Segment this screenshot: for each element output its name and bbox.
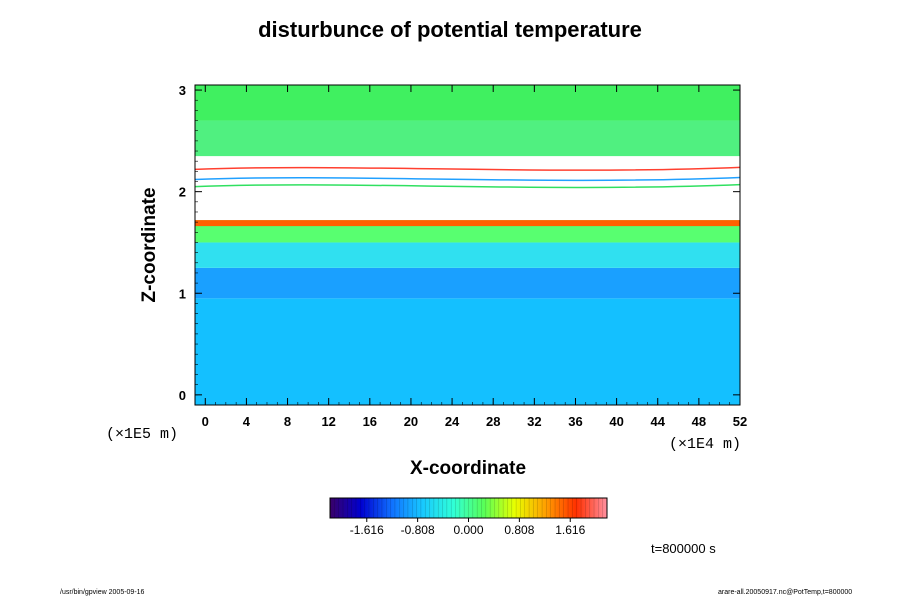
field-band-1 bbox=[195, 267, 740, 299]
colorbar-tick-label: -0.808 bbox=[401, 523, 435, 537]
x-tick-label: 28 bbox=[486, 414, 500, 429]
x-tick-label: 36 bbox=[568, 414, 582, 429]
x-axis-label: X-coordinate bbox=[409, 458, 527, 479]
x-tick-label: 16 bbox=[363, 414, 377, 429]
y-axis-unit: (×1E5 m) bbox=[106, 426, 179, 443]
x-tick-label: 52 bbox=[733, 414, 747, 429]
colorbar-tick-label: -1.616 bbox=[350, 523, 384, 537]
x-tick-label: 8 bbox=[284, 414, 291, 429]
chart-title: disturbunce of potential temperature bbox=[258, 17, 642, 42]
field-band-2 bbox=[195, 242, 740, 268]
filament-1 bbox=[195, 176, 740, 182]
y-tick-label: 1 bbox=[179, 286, 186, 301]
y-tick-label: 0 bbox=[179, 388, 186, 403]
x-tick-label: 24 bbox=[445, 414, 460, 429]
hot-layer bbox=[195, 220, 740, 227]
x-axis-unit: (×1E4 m) bbox=[669, 436, 742, 453]
x-tick-label: 44 bbox=[651, 414, 666, 429]
y-tick-label: 3 bbox=[179, 83, 186, 98]
x-tick-label: 32 bbox=[527, 414, 541, 429]
filament-2 bbox=[195, 183, 740, 189]
field-band-6 bbox=[195, 85, 740, 121]
field-band-5 bbox=[195, 120, 740, 157]
filament-0 bbox=[195, 166, 740, 171]
x-tick-label: 20 bbox=[404, 414, 418, 429]
heatmap-field bbox=[195, 85, 740, 405]
x-tick-label: 0 bbox=[202, 414, 209, 429]
x-tick-label: 12 bbox=[321, 414, 335, 429]
x-axis-ticks: 0 4 8 12 16 20 24 28 32 36 40 44 48 52 bbox=[194, 85, 747, 429]
time-label: t=800000 s bbox=[651, 541, 716, 556]
footer-source: arare-all.20050917.nc@PotTemp,t=800000 bbox=[718, 589, 853, 596]
colorbar-tick-label: 1.616 bbox=[555, 523, 585, 537]
x-tick-label: 40 bbox=[609, 414, 623, 429]
y-tick-label: 2 bbox=[179, 185, 186, 200]
x-tick-label: 4 bbox=[243, 414, 251, 429]
y-axis-ticks: 0 1 2 3 bbox=[179, 83, 740, 403]
colorbar-tick-label: 0.808 bbox=[504, 523, 534, 537]
field-band-4 bbox=[195, 156, 740, 221]
x-tick-label: 48 bbox=[692, 414, 706, 429]
plot-frame bbox=[194, 84, 741, 406]
colorbar-tick-label: 0.000 bbox=[453, 523, 483, 537]
field-band-0 bbox=[195, 298, 740, 405]
colorbar: -1.616 -0.808 0.000 0.808 1.616 bbox=[329, 497, 608, 537]
footer-command: /usr/bin/gpview 2005-09-16 bbox=[60, 589, 145, 596]
